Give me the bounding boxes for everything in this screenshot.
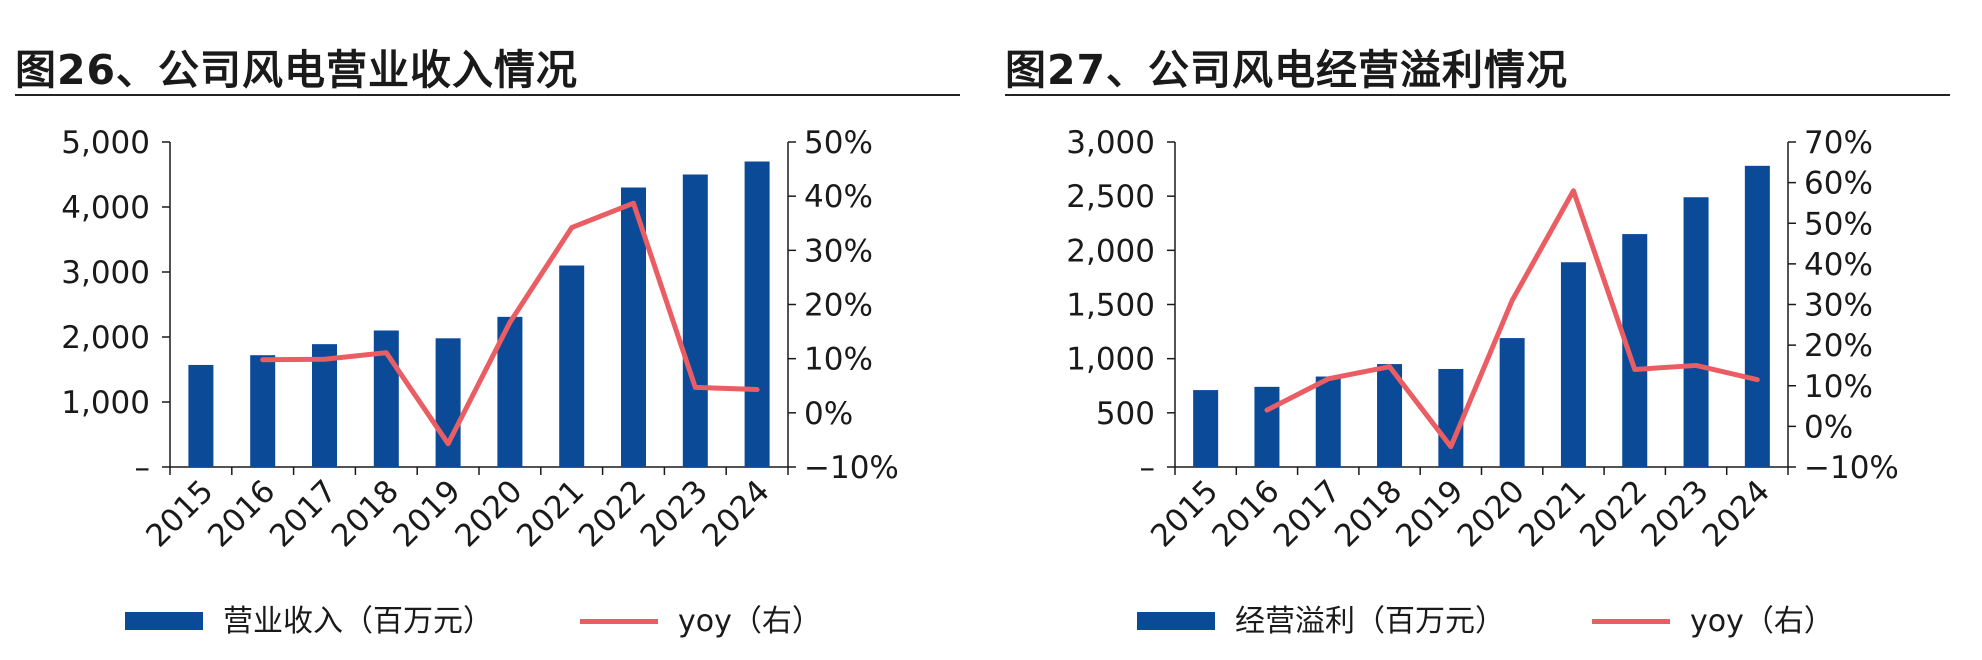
left-axis-tick-label: –	[1140, 450, 1156, 486]
operating-profit-chart-panel: 图27、公司风电经营溢利情况 – 500 1,000 1,500 2,000 2,500 3…	[1005, 0, 1965, 660]
x-axis-tick-label: 2019	[387, 473, 468, 554]
x-axis-tick-label: 2020	[1451, 473, 1532, 554]
left-axis-tick-label: 2,500	[1066, 179, 1155, 215]
x-axis-tick-label: 2015	[1144, 473, 1225, 554]
left-axis-tick-label: 5,000	[61, 125, 150, 161]
bar	[312, 344, 337, 467]
right-axis-tick-label: 20%	[804, 288, 873, 324]
bar	[435, 338, 461, 467]
right-axis-tick-label: 40%	[1804, 247, 1873, 283]
right-axis-tick-label: 50%	[804, 125, 873, 161]
x-axis-tick-label: 2019	[1389, 473, 1470, 554]
x-axis-tick-label: 2020	[448, 473, 529, 554]
right-axis-tick-label: 10%	[804, 342, 873, 378]
x-axis-tick-label: 2024	[696, 473, 777, 554]
left-axis-tick-label: 2,000	[1066, 233, 1155, 269]
bar	[744, 161, 770, 467]
bar	[250, 355, 276, 467]
right-axis-tick-label: 50%	[1804, 206, 1873, 242]
legend-bar-label: 营业收入（百万元）	[223, 604, 493, 639]
legend-bar-swatch	[125, 612, 203, 630]
legend-line-label: yoy（右）	[1690, 604, 1834, 639]
bar	[1315, 376, 1341, 467]
bar	[1499, 338, 1525, 467]
x-axis-tick-label: 2022	[1573, 473, 1654, 554]
bar	[1193, 390, 1219, 467]
left-axis-tick-label: 500	[1096, 396, 1155, 432]
right-axis-tick-label: −10%	[1804, 450, 1899, 486]
left-axis-tick-label: 4,000	[61, 190, 150, 226]
left-axis-tick-label: 1,000	[61, 385, 150, 421]
bar	[1254, 386, 1280, 467]
left-axis-tick-label: –	[135, 450, 151, 486]
bar	[188, 364, 214, 467]
revenue-chart-panel: 图26、公司风电营业收入情况 – 1,000 2,000 3,000 4,000 5,00…	[15, 0, 975, 660]
right-axis-tick-label: 70%	[1804, 125, 1873, 161]
x-axis-tick-label: 2024	[1696, 473, 1777, 554]
right-axis-tick-label: 40%	[804, 179, 873, 215]
legend-bar-label: 经营溢利（百万元）	[1235, 604, 1505, 639]
x-axis-tick-label: 2021	[1512, 473, 1593, 554]
right-axis-tick-label: 30%	[804, 233, 873, 269]
left-axis-tick-label: 3,000	[1066, 125, 1155, 161]
left-axis-tick-label: 3,000	[61, 255, 150, 291]
left-axis-tick-label: 1,500	[1066, 288, 1155, 324]
bar	[1438, 368, 1464, 467]
bar	[1683, 197, 1709, 467]
bar	[682, 174, 708, 467]
legend-line-swatch	[580, 619, 658, 624]
right-axis-tick-label: 10%	[1804, 369, 1873, 405]
operating-profit-chart: – 500 1,000 1,500 2,000 2,500 3,000 −10% 0% 10% 20…	[1066, 125, 1899, 554]
left-axis-tick-label: 2,000	[61, 320, 150, 356]
left-axis-tick-label: 1,000	[1066, 342, 1155, 378]
x-axis-tick-label: 2016	[1205, 473, 1286, 554]
legend-line-swatch	[1592, 619, 1670, 624]
x-axis-tick-label: 2017	[263, 473, 344, 554]
revenue-chart: – 1,000 2,000 3,000 4,000 5,000 −10% 0% 10% 20% 30…	[61, 125, 899, 554]
title-divider	[15, 94, 960, 96]
right-axis-tick-label: 0%	[804, 396, 853, 432]
right-axis-tick-label: 60%	[1804, 166, 1873, 202]
x-axis-tick-label: 2015	[139, 473, 220, 554]
legend-bar-swatch	[1137, 612, 1215, 630]
bar	[559, 265, 585, 467]
right-axis-tick-label: 20%	[1804, 328, 1873, 364]
legend-line-label: yoy（右）	[678, 604, 822, 639]
right-axis-tick-label: 30%	[1804, 288, 1873, 324]
bar	[1744, 165, 1770, 468]
x-axis-tick-label: 2017	[1267, 473, 1348, 554]
title-divider	[1005, 94, 1950, 96]
right-axis-tick-label: −10%	[804, 450, 899, 486]
x-axis-tick-label: 2023	[1634, 473, 1715, 554]
x-axis-tick-label: 2022	[572, 473, 653, 554]
x-axis-tick-label: 2023	[634, 473, 715, 554]
chart-title: 图26、公司风电营业收入情况	[15, 46, 579, 94]
x-axis-tick-label: 2018	[1328, 473, 1409, 554]
bar	[1560, 262, 1586, 467]
x-axis-tick-label: 2021	[510, 473, 591, 554]
chart-title: 图27、公司风电经营溢利情况	[1005, 46, 1569, 94]
right-axis-tick-label: 0%	[1804, 409, 1853, 445]
x-axis-tick-label: 2016	[201, 473, 282, 554]
x-axis-tick-label: 2018	[325, 473, 406, 554]
